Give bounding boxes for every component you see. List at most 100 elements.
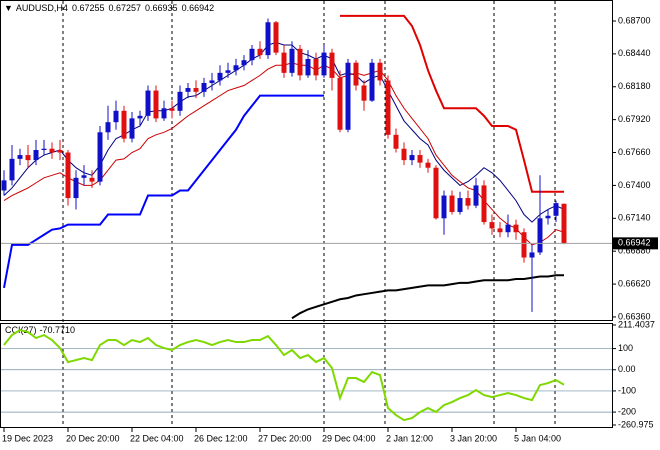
candle-body	[113, 110, 119, 123]
y-tick-label: 0.66620	[618, 278, 651, 288]
dropdown-icon[interactable]: ▼	[4, 3, 13, 13]
candle-body	[321, 52, 327, 76]
candle-body	[345, 62, 351, 130]
candle-body	[377, 62, 383, 81]
header-open: 0.67255	[72, 3, 105, 13]
y-tick-label: 0.00	[618, 364, 636, 374]
x-tick-label: 3 Jan 20:00	[450, 433, 497, 443]
candle-body	[57, 150, 63, 153]
candle-body	[17, 155, 23, 159]
candle-body	[137, 115, 143, 119]
candle-body	[73, 177, 79, 199]
candle-body	[257, 48, 263, 56]
candle-body	[49, 148, 55, 153]
candle-body	[297, 48, 303, 76]
candle-body	[25, 155, 31, 161]
candle-body	[33, 150, 39, 161]
candle-body	[209, 80, 215, 83]
candle-body	[129, 118, 135, 139]
x-tick-label: 5 Jan 04:00	[514, 433, 561, 443]
candle-body	[489, 222, 495, 229]
candle-body	[425, 162, 431, 168]
x-tick-label: 20 Dec 20:00	[66, 433, 120, 443]
y-tick-label: -100	[618, 385, 636, 395]
y-tick-label: 0.68700	[618, 15, 651, 25]
indicator-line	[3, 94, 324, 289]
candle-body	[81, 175, 87, 178]
candle-body	[281, 52, 287, 73]
x-tick-label: 26 Dec 12:00	[194, 433, 248, 443]
candle-body	[481, 185, 487, 223]
header-low: 0.66935	[145, 3, 178, 13]
y-tick-label: 211.4037	[618, 319, 655, 329]
candle-body	[177, 91, 183, 111]
y-tick-label: 0.68180	[618, 81, 651, 91]
y-tick-label: -260.975	[618, 419, 654, 429]
candle-body	[337, 77, 343, 130]
candle-body	[65, 152, 71, 199]
candle-body	[41, 148, 47, 151]
y-tick-label: 0.66360	[618, 311, 651, 321]
candle-body	[433, 167, 439, 219]
x-tick-label: 19 Dec 2023	[2, 433, 53, 443]
candle-body	[97, 132, 103, 182]
candle-body	[9, 158, 15, 181]
candle-body	[561, 203, 567, 244]
current-price: 0.66942	[618, 238, 651, 248]
y-tick-label: 0.66880	[618, 246, 651, 256]
candle-body	[201, 82, 207, 92]
candle-body	[89, 177, 95, 182]
candle-body	[161, 108, 167, 119]
candle-body	[185, 88, 191, 92]
candle-body	[537, 218, 543, 253]
candle-body	[513, 224, 519, 233]
candle-body	[465, 198, 471, 206]
indicator-line	[3, 41, 565, 223]
candle-body	[457, 198, 463, 212]
y-tick-label: 0.68440	[618, 48, 651, 58]
candle-body	[217, 72, 223, 81]
price-box	[612, 237, 658, 250]
candle-body	[417, 155, 423, 163]
candle-body	[305, 58, 311, 76]
candle-body	[401, 148, 407, 161]
y-tick-label: 0.67920	[618, 114, 651, 124]
candle-body	[265, 22, 271, 56]
candle-body	[449, 195, 455, 212]
candle-body	[233, 65, 239, 71]
candle-body	[329, 52, 335, 78]
candle-body	[353, 62, 359, 86]
x-tick-label: 27 Dec 20:00	[258, 433, 312, 443]
indicator-line	[291, 274, 564, 320]
cci-value: -70.7710	[40, 325, 76, 335]
candle-body	[145, 90, 151, 116]
header-close: 0.66942	[182, 3, 215, 13]
candle-body	[553, 203, 559, 216]
header-high: 0.67257	[108, 3, 141, 13]
y-tick-label: 100	[618, 343, 633, 353]
candle-body	[121, 110, 127, 139]
y-tick-label: 0.67400	[618, 180, 651, 190]
candle-body	[313, 58, 319, 76]
candle-body	[385, 80, 391, 135]
cci-panel-frame	[0, 323, 613, 428]
candle-body	[225, 70, 231, 73]
candle-body	[409, 155, 415, 161]
candle-body	[393, 134, 399, 149]
candle-body	[169, 108, 175, 111]
candle-body	[473, 185, 479, 206]
candle-body	[369, 62, 375, 101]
candle-body	[497, 228, 503, 233]
candle-body	[273, 22, 279, 53]
candle-body	[289, 48, 295, 73]
plot-layer: 0.68700 0.68440 0.68180 0.67920 0.67660 0.674…	[1, 14, 658, 443]
candle-body	[521, 232, 527, 258]
candle-body	[529, 252, 535, 258]
candle-body	[361, 85, 367, 101]
x-tick-label: 22 Dec 04:00	[130, 433, 184, 443]
candle-body	[545, 215, 551, 219]
x-tick-label: 29 Dec 04:00	[322, 433, 376, 443]
y-tick-label: -200	[618, 406, 636, 416]
candle-body	[241, 60, 247, 66]
